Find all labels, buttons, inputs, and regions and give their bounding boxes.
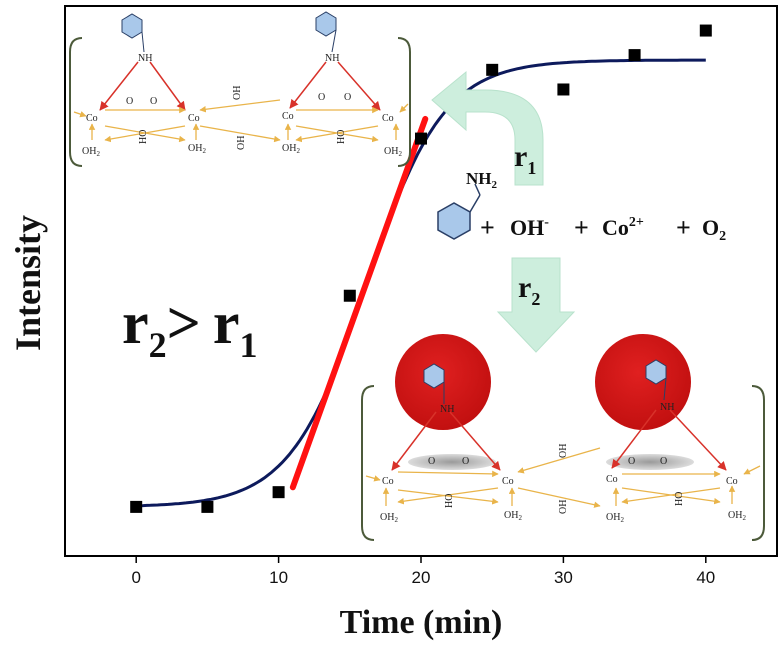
hydroxide-label: OH- xyxy=(510,215,549,240)
structure-top-left: NH NH Co Co Co Co O O O xyxy=(69,11,411,167)
svg-text:O: O xyxy=(318,92,325,103)
data-point xyxy=(557,83,570,96)
svg-text:Co: Co xyxy=(282,111,294,122)
svg-text:OH2: OH2 xyxy=(380,512,398,524)
svg-text:HO: HO xyxy=(674,492,685,506)
svg-text:O: O xyxy=(462,456,469,467)
y-axis-title: Intensity xyxy=(8,215,48,351)
svg-text:HO: HO xyxy=(138,130,149,144)
svg-text:OH: OH xyxy=(558,500,569,514)
svg-text:OH2: OH2 xyxy=(606,512,624,524)
data-point xyxy=(201,500,214,513)
pyridine-ring-icon xyxy=(437,202,471,240)
svg-text:Co: Co xyxy=(606,474,618,485)
svg-text:HO: HO xyxy=(444,494,455,508)
svg-text:OH2: OH2 xyxy=(282,143,300,155)
plus-sign-1: + xyxy=(480,213,495,242)
svg-text:O: O xyxy=(126,96,133,107)
amine-label: NH2 xyxy=(466,169,498,191)
svg-text:O: O xyxy=(344,92,351,103)
sigmoid-fit-curve xyxy=(136,58,706,508)
x-tick-label: 10 xyxy=(269,568,288,587)
data-point xyxy=(343,289,356,302)
data-point xyxy=(486,63,499,76)
x-tick-label: 0 xyxy=(131,568,140,587)
svg-text:OH2: OH2 xyxy=(504,510,522,522)
svg-text:Co: Co xyxy=(726,476,738,487)
data-point xyxy=(415,132,427,145)
svg-text:OH: OH xyxy=(232,86,243,100)
svg-text:OH2: OH2 xyxy=(728,510,746,522)
svg-text:OH: OH xyxy=(558,444,569,458)
plus-sign-3: + xyxy=(676,213,691,242)
x-tick-label: 30 xyxy=(554,568,573,587)
x-tick-label: 40 xyxy=(696,568,715,587)
svg-text:NH: NH xyxy=(138,53,152,64)
reagents-equation: NH2 + OH- + Co2+ + O2 xyxy=(437,169,726,244)
svg-text:O: O xyxy=(628,456,635,467)
data-point xyxy=(628,49,641,62)
oxygen-label: O2 xyxy=(702,215,726,244)
svg-text:O: O xyxy=(150,96,157,107)
rate-comparison-label: r2> r1 xyxy=(122,290,257,365)
svg-text:OH: OH xyxy=(236,136,247,150)
r2-arrow: r2 xyxy=(496,257,576,353)
r2-label: r2 xyxy=(518,271,540,309)
linear-fit-line xyxy=(289,115,429,491)
svg-text:NH: NH xyxy=(325,53,339,64)
r1-arrow: r1 xyxy=(431,70,544,186)
svg-text:OH2: OH2 xyxy=(82,146,100,158)
x-tick-label: 20 xyxy=(412,568,431,587)
svg-text:O: O xyxy=(660,456,667,467)
cobalt-ion-label: Co2+ xyxy=(602,215,644,240)
svg-text:Co: Co xyxy=(382,476,394,487)
x-axis-title: Time (min) xyxy=(340,604,503,641)
data-point xyxy=(699,24,712,37)
plus-sign-2: + xyxy=(574,213,589,242)
data-point xyxy=(130,500,143,513)
r1-label: r1 xyxy=(514,140,536,178)
svg-text:OH2: OH2 xyxy=(188,143,206,155)
svg-text:NH: NH xyxy=(660,402,674,413)
svg-text:NH: NH xyxy=(440,404,454,415)
svg-text:Co: Co xyxy=(188,113,200,124)
svg-text:Co: Co xyxy=(502,476,514,487)
x-axis-ticks: 0 10 20 30 40 xyxy=(131,556,715,587)
svg-text:O: O xyxy=(428,456,435,467)
svg-text:Co: Co xyxy=(382,113,394,124)
data-points xyxy=(130,24,712,513)
sphere-right xyxy=(595,334,691,430)
data-point xyxy=(272,486,285,499)
svg-text:HO: HO xyxy=(336,130,347,144)
svg-text:OH2: OH2 xyxy=(384,146,402,158)
svg-text:Co: Co xyxy=(86,113,98,124)
structure-bottom-right: NH NH Co Co Co Co O O O xyxy=(361,334,765,541)
